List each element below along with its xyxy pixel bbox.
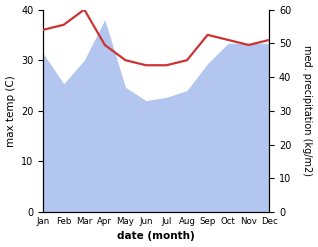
Y-axis label: max temp (C): max temp (C) [5,75,16,147]
Y-axis label: med. precipitation (kg/m2): med. precipitation (kg/m2) [302,45,313,176]
X-axis label: date (month): date (month) [117,231,195,242]
